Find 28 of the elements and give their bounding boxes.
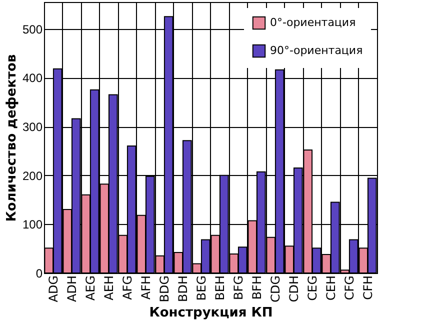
x-axis-title: Конструкция КП xyxy=(149,305,273,320)
x-tick-label: BEG xyxy=(194,276,208,301)
x-tick-label: AFG xyxy=(120,276,134,300)
x-tick-label: AEG xyxy=(83,276,98,301)
y-tick-label: 100 xyxy=(22,218,43,232)
y-tick-label: 400 xyxy=(22,71,43,86)
y-tick-label: 0 xyxy=(36,266,43,280)
x-tick-label: ADG xyxy=(46,276,60,302)
x-tick-label: BDG xyxy=(157,276,172,302)
x-tick-label: BDH xyxy=(176,276,190,302)
y-axis-title: Количество дефектов xyxy=(4,54,20,222)
x-tick-label: AEH xyxy=(102,276,116,300)
x-tick-label: CDH xyxy=(286,276,301,302)
y-tick-label: 500 xyxy=(22,22,43,36)
y-tick-label: 300 xyxy=(22,120,43,134)
x-tick-label: ADH xyxy=(64,276,79,302)
legend-label: 90°-ориентация xyxy=(270,44,363,57)
y-tick-label: 200 xyxy=(22,168,43,183)
x-tick-label: CFH xyxy=(360,276,375,300)
x-tick-label: BFH xyxy=(250,276,264,300)
x-tick-label: CEH xyxy=(324,276,338,300)
x-tick-label: CEG xyxy=(305,276,320,301)
x-tick-label: AFH xyxy=(138,276,153,300)
x-tick-label: CDG xyxy=(268,276,282,302)
x-tick-label: BEH xyxy=(212,276,227,300)
x-tick-label: CFG xyxy=(342,276,356,300)
legend-label: 0°-ориентация xyxy=(270,16,356,29)
x-tick-label: BFG xyxy=(231,276,246,300)
